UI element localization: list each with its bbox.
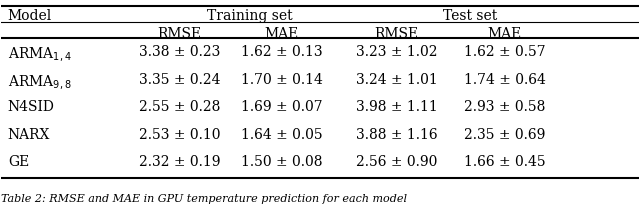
Text: 1.50 ± 0.08: 1.50 ± 0.08 [241,154,323,168]
Text: 1.70 ± 0.14: 1.70 ± 0.14 [241,72,323,86]
Text: MAE: MAE [488,27,522,41]
Text: 3.98 ± 1.11: 3.98 ± 1.11 [356,100,437,114]
Text: 3.88 ± 1.16: 3.88 ± 1.16 [356,127,437,141]
Text: ARMA$_{9,8}$: ARMA$_{9,8}$ [8,72,71,90]
Text: 2.35 ± 0.69: 2.35 ± 0.69 [464,127,545,141]
Text: NARX: NARX [8,127,50,141]
Text: 3.38 ± 0.23: 3.38 ± 0.23 [139,45,221,59]
Text: 1.62 ± 0.57: 1.62 ± 0.57 [464,45,546,59]
Text: MAE: MAE [265,27,299,41]
Text: Test set: Test set [443,9,497,23]
Text: 2.56 ± 0.90: 2.56 ± 0.90 [356,154,437,168]
Text: 2.93 ± 0.58: 2.93 ± 0.58 [464,100,545,114]
Text: 2.53 ± 0.10: 2.53 ± 0.10 [139,127,221,141]
Text: 2.32 ± 0.19: 2.32 ± 0.19 [139,154,221,168]
Text: 3.35 ± 0.24: 3.35 ± 0.24 [139,72,221,86]
Text: 1.62 ± 0.13: 1.62 ± 0.13 [241,45,323,59]
Text: Model: Model [8,9,52,23]
Text: ARMA$_{1,4}$: ARMA$_{1,4}$ [8,45,72,63]
Text: N4SID: N4SID [8,100,54,114]
Text: RMSE: RMSE [157,27,202,41]
Text: 1.66 ± 0.45: 1.66 ± 0.45 [464,154,546,168]
Text: Table 2: RMSE and MAE in GPU temperature prediction for each model: Table 2: RMSE and MAE in GPU temperature… [1,193,408,204]
Text: 3.23 ± 1.02: 3.23 ± 1.02 [356,45,437,59]
Text: 2.55 ± 0.28: 2.55 ± 0.28 [139,100,221,114]
Text: Training set: Training set [207,9,292,23]
Text: RMSE: RMSE [374,27,419,41]
Text: 1.74 ± 0.64: 1.74 ± 0.64 [464,72,546,86]
Text: 3.24 ± 1.01: 3.24 ± 1.01 [356,72,437,86]
Text: 1.64 ± 0.05: 1.64 ± 0.05 [241,127,323,141]
Text: 1.69 ± 0.07: 1.69 ± 0.07 [241,100,323,114]
Text: GE: GE [8,154,29,168]
